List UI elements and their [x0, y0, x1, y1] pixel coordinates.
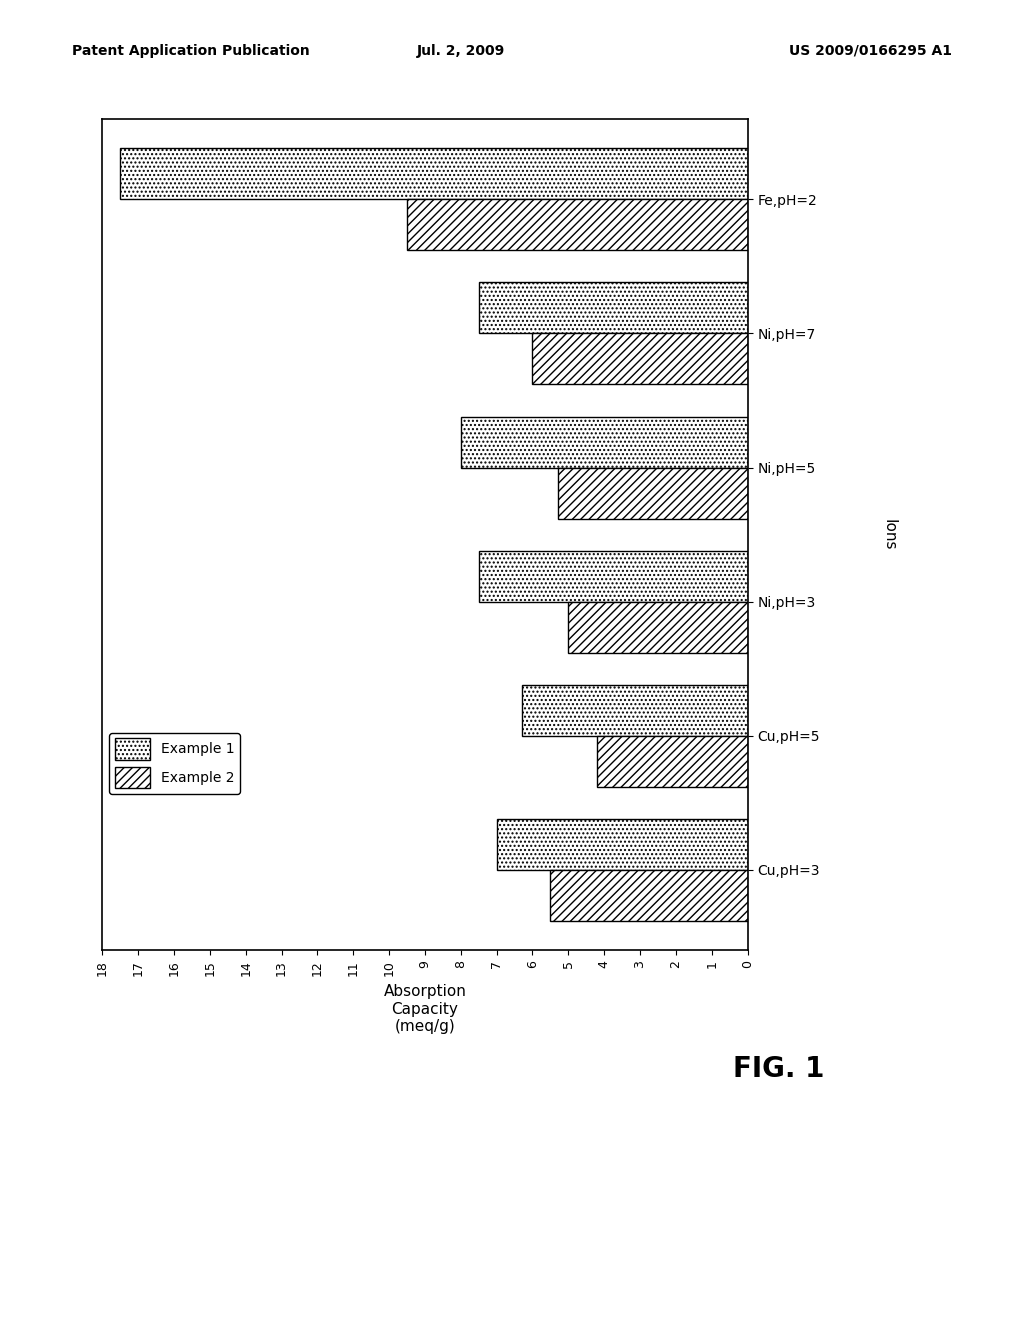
Bar	[479, 550, 748, 602]
Bar	[597, 735, 748, 787]
Bar	[551, 870, 748, 921]
Bar	[568, 602, 748, 652]
Bar	[532, 334, 748, 384]
Text: Jul. 2, 2009: Jul. 2, 2009	[417, 44, 505, 58]
Legend: Example 1, Example 2: Example 1, Example 2	[110, 733, 240, 793]
Bar	[461, 417, 748, 467]
Text: FIG. 1: FIG. 1	[732, 1055, 824, 1084]
Y-axis label: Ions: Ions	[881, 519, 896, 550]
Text: Patent Application Publication: Patent Application Publication	[72, 44, 309, 58]
Bar	[408, 199, 748, 251]
Bar	[497, 818, 748, 870]
Bar	[479, 282, 748, 334]
Bar	[557, 467, 748, 519]
Bar	[522, 685, 748, 735]
Bar	[121, 148, 748, 199]
Text: US 2009/0166295 A1: US 2009/0166295 A1	[790, 44, 952, 58]
X-axis label: Absorption
Capacity
(meq/g): Absorption Capacity (meq/g)	[384, 985, 466, 1034]
